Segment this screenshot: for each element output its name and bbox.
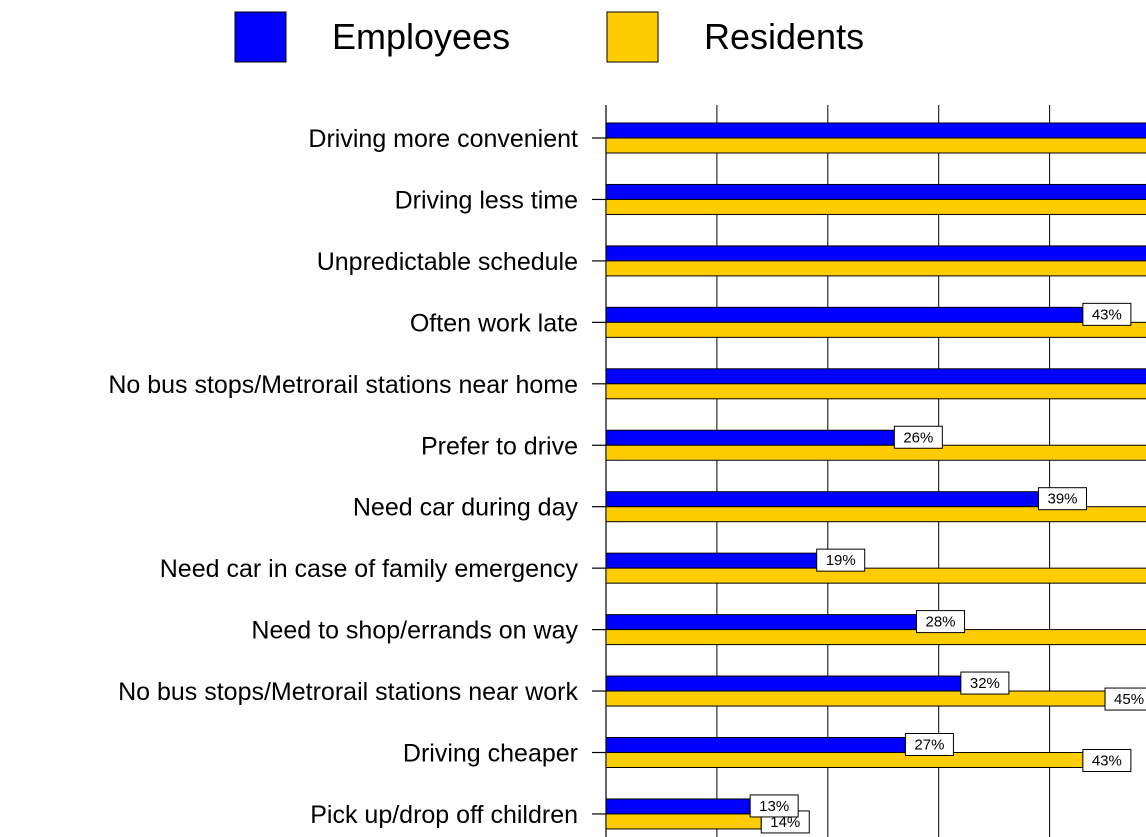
category-label: Need car in case of family emergency [160,555,579,583]
category-label: Need car during day [353,494,579,522]
bar-residents [605,321,1146,338]
bar-residents [605,198,1146,215]
data-label-box-employees [749,794,799,818]
category-label: Driving less time [395,186,578,214]
legend-swatch-residents [606,11,659,63]
bar-residents [605,444,1146,461]
category-label: Driving cheaper [403,740,578,768]
data-label-residents: 43% [1092,753,1122,770]
bar-employees [605,675,962,692]
bar-residents [605,383,1146,400]
category-label: Driving more convenient [308,125,578,153]
bar-residents [605,629,1146,646]
category-label: No bus stops/Metrorail stations near wor… [118,678,578,706]
bar-residents [605,752,1084,768]
data-label-employees: 28% [926,614,956,631]
bar-employees [605,614,918,631]
bar-employees [605,737,906,753]
bar-employees [605,245,1146,262]
data-label-residents: 14% [770,814,800,831]
data-label-box-residents [1082,749,1132,772]
data-label-employees: 32% [970,675,1000,692]
data-label-employees: 19% [826,552,856,569]
bar-residents [605,690,1106,707]
category-label: Need to shop/errands on way [251,617,578,645]
data-label-box-employees [916,610,966,634]
data-label-residents: 45% [1114,691,1144,708]
data-label-employees: 39% [1047,491,1077,508]
data-label-box-employees [904,733,954,756]
legend-label-residents: Residents [704,16,864,57]
data-label-box-employees [1038,487,1088,511]
bar-employees [605,122,1146,139]
bar-residents [605,137,1146,154]
data-label-employees: 43% [1092,306,1122,323]
bar-employees [605,183,1146,200]
category-label: Often work late [410,309,578,337]
data-label-box-residents [1104,687,1146,711]
category-label: Pick up/drop off children [310,801,578,829]
bar-residents [605,813,762,830]
bar-employees [605,368,1146,385]
data-label-employees: 27% [914,737,944,754]
bar-residents [605,567,1146,584]
bar-residents [605,260,1146,277]
bar-employees [605,306,1084,323]
category-label: No bus stops/Metrorail stations near hom… [108,371,578,399]
data-label-box-employees [816,548,866,572]
data-label-employees: 13% [759,798,789,815]
bar-employees [605,798,751,815]
data-label-box-employees [893,425,943,449]
data-label-box-employees [1082,302,1132,326]
category-label: Unpredictable schedule [317,248,578,276]
legend-swatch-employees [234,11,287,63]
bar-employees [605,429,895,446]
category-label: Prefer to drive [421,432,578,460]
data-label-box-employees [960,671,1010,695]
bar-residents [605,506,1146,523]
legend-label-employees: Employees [332,16,510,57]
bar-employees [605,491,1040,508]
bar-employees [605,552,818,569]
data-label-employees: 26% [903,429,933,446]
